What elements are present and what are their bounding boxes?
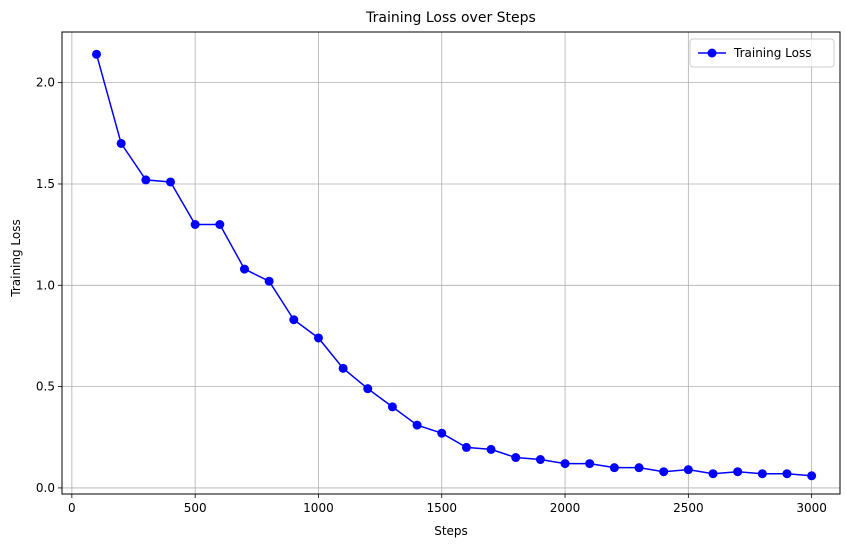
data-point — [190, 220, 200, 229]
data-point — [782, 469, 792, 479]
y-axis: 0.0 0.5 1.0 1.5 2.0 — [36, 76, 62, 495]
legend-label: Training Loss — [733, 46, 811, 60]
data-point — [289, 315, 299, 325]
data-point — [486, 444, 496, 454]
data-point — [683, 465, 693, 475]
data-point — [239, 264, 249, 274]
grid — [62, 32, 840, 494]
series-layer — [92, 49, 817, 481]
plot-area — [61, 31, 841, 495]
data-point — [560, 459, 570, 469]
y-tick-label: 0.0 — [36, 481, 55, 495]
x-axis: 0 500 1000 1500 2000 2500 3000 — [68, 494, 827, 515]
x-axis-label: Steps — [434, 524, 468, 538]
y-tick-label: 2.0 — [36, 76, 55, 90]
y-tick-label: 1.5 — [36, 177, 55, 191]
data-point — [412, 420, 422, 430]
data-point — [264, 276, 274, 286]
data-point — [659, 467, 669, 477]
data-point — [363, 384, 373, 394]
x-tick-label: 2000 — [550, 501, 581, 515]
chart-title: Training Loss over Steps — [365, 10, 536, 26]
x-tick-label: 1000 — [303, 501, 334, 515]
data-point — [387, 402, 397, 412]
data-point — [437, 428, 447, 438]
data-point — [141, 175, 151, 185]
data-point — [338, 363, 348, 373]
data-point — [807, 471, 817, 481]
data-point — [733, 467, 743, 477]
legend-box — [689, 38, 835, 68]
y-tick-label: 0.5 — [36, 380, 55, 394]
x-tick-label: 1500 — [426, 501, 457, 515]
data-point — [511, 453, 521, 463]
data-point — [535, 455, 545, 465]
data-point — [757, 469, 767, 479]
data-point — [609, 463, 619, 473]
x-tick-label: 2500 — [673, 501, 704, 515]
x-tick-label: 3000 — [796, 501, 827, 515]
data-point — [215, 220, 225, 229]
legend-marker — [707, 48, 717, 58]
data-point — [708, 469, 718, 479]
data-point — [585, 459, 595, 469]
data-point — [116, 138, 126, 148]
data-point — [313, 333, 323, 343]
y-tick-label: 1.0 — [36, 278, 55, 292]
data-point — [461, 442, 471, 452]
series-line — [95, 54, 812, 477]
legend: Training Loss — [689, 38, 835, 68]
data-point — [634, 463, 644, 473]
y-axis-label: Training Loss — [9, 219, 23, 297]
x-tick-label: 0 — [68, 501, 76, 515]
x-tick-label: 500 — [184, 501, 207, 515]
data-point — [92, 49, 102, 59]
data-point — [166, 177, 176, 187]
